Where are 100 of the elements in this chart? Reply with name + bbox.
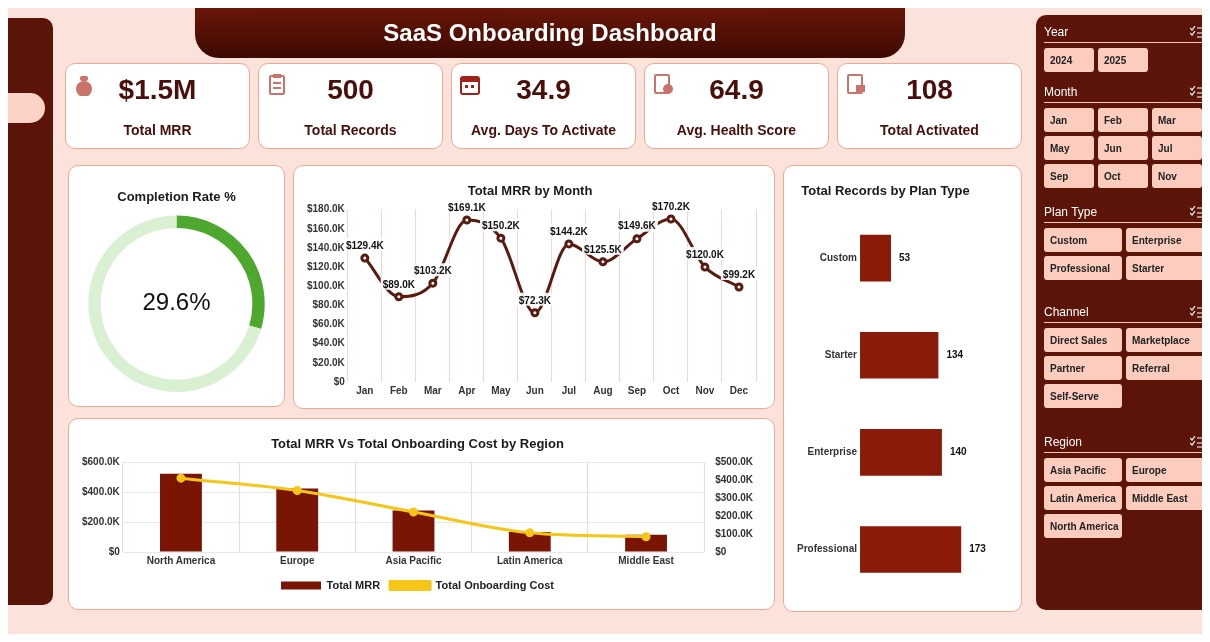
x-tick-label: Jan (356, 384, 374, 396)
category-label: Middle East (1126, 486, 1204, 510)
category-label: Latin America (1044, 486, 1122, 510)
y2-tick-label: $0 (715, 545, 727, 557)
x-tick-label: Sep (627, 384, 647, 396)
category-label: Avg. Health Score (675, 122, 798, 138)
category-label: Partner (1044, 356, 1122, 380)
category-label: Total Records (303, 122, 398, 138)
text: SaaS Onboarding Dashboard (195, 8, 905, 58)
point (394, 292, 404, 302)
y-tick-label: Enterprise (807, 446, 858, 458)
y2-tick-label: $300.0K (715, 492, 754, 504)
category-label: Direct Sales (1044, 328, 1122, 352)
point (292, 485, 302, 495)
category-label: North America (1044, 514, 1122, 538)
category-label: Jun (1098, 136, 1148, 160)
text: Plan Type (1044, 205, 1204, 223)
text: 108 (906, 74, 953, 105)
x-tick-label: Middle East (618, 554, 675, 566)
y-tick-label: $160.0K (307, 222, 346, 234)
bar (160, 473, 202, 552)
x-tick-label: Jul (561, 384, 577, 396)
point (525, 528, 535, 538)
data-label: $149.6K (618, 220, 657, 232)
y-tick-label: Starter (824, 349, 858, 360)
y2-tick-label: $200.0K (715, 509, 754, 521)
y-tick-label: $180.0K (307, 203, 346, 215)
bar (392, 510, 435, 552)
data-label: 134 (946, 349, 964, 360)
text: Region (1044, 435, 1204, 453)
category-label: Feb (1098, 108, 1148, 132)
data-label: $125.5K (584, 243, 623, 255)
category-label: Avg. Days To Activate (470, 122, 617, 138)
x-tick-label: Dec (729, 384, 749, 396)
category-label: Starter (1126, 256, 1204, 280)
y-tick-label: $60.0K (312, 318, 346, 330)
x-tick-label: Apr (458, 384, 476, 396)
x-tick-label: Europe (280, 554, 315, 566)
point (641, 532, 651, 542)
data-label: $72.3K (518, 294, 552, 306)
data-label: $144.2K (550, 225, 589, 237)
x-tick-label: North America (146, 554, 216, 566)
y2-tick-label: $100.0K (715, 527, 754, 539)
category-label: Custom (1044, 228, 1122, 252)
bar (860, 429, 942, 476)
x-tick-label: Aug (593, 384, 613, 396)
x-tick-label: Asia Pacific (385, 554, 442, 566)
x-tick-label: Feb (389, 384, 408, 396)
point (409, 507, 418, 517)
category-label: Nov (1152, 164, 1202, 188)
category-label: Total MRR (122, 122, 193, 138)
point (428, 278, 438, 288)
point (700, 262, 710, 272)
chart-title: Total MRR by Month (467, 183, 593, 199)
text: 500 (327, 74, 374, 105)
y-tick-label: $120.0K (307, 260, 346, 272)
category-label: May (1044, 136, 1094, 160)
bar (860, 331, 939, 379)
data-label: 53 (899, 251, 911, 263)
legend-label: Total Onboarding Cost (435, 578, 555, 591)
category-label: Marketplace (1126, 328, 1204, 352)
x-tick-label: May (491, 384, 512, 396)
chart-title: Completion Rate % (117, 189, 237, 205)
chart-title: Total Records by Plan Type (801, 183, 970, 199)
category-label: Enterprise (1126, 228, 1204, 252)
y-tick-label: $0 (333, 375, 346, 387)
text: Month (1044, 85, 1204, 103)
point (496, 233, 506, 243)
category-label: Total Activated (879, 122, 980, 138)
y-tick-label: $400.0K (82, 486, 121, 498)
chart-title: Total MRR Vs Total Onboarding Cost by Region (271, 436, 564, 452)
data-label: $89.0K (382, 278, 416, 290)
y-tick-label: $40.0K (312, 337, 346, 349)
category-label: 2025 (1098, 48, 1148, 72)
category-label: Professional (1044, 256, 1122, 280)
text: Year (1044, 25, 1204, 43)
category-label: Europe (1126, 458, 1204, 482)
y-tick-label: Professional (796, 543, 858, 555)
data-label: 140 (949, 446, 968, 458)
text: Channel (1044, 305, 1204, 323)
category-label: Referral (1126, 356, 1204, 380)
data-label: $103.2K (413, 264, 453, 276)
point (598, 257, 608, 267)
point (360, 253, 370, 263)
y-tick-label: $0 (108, 545, 121, 557)
bar (860, 526, 962, 573)
text: 34.9 (516, 74, 571, 105)
data-label: $150.2K (481, 219, 521, 231)
y-tick-label: $600.0K (82, 456, 121, 468)
y-tick-label: $140.0K (307, 241, 346, 253)
y-tick-label: $100.0K (307, 279, 346, 291)
category-label: Sep (1044, 164, 1094, 188)
x-tick-label: Mar (423, 384, 442, 396)
y-tick-label: Custom (819, 251, 858, 263)
category-label: Jul (1152, 136, 1202, 160)
category-label: Oct (1098, 164, 1148, 188)
point (564, 239, 574, 249)
text: 64.9 (709, 74, 764, 105)
data-label: $129.4K (345, 239, 385, 251)
category-label: Asia Pacific (1044, 458, 1122, 482)
